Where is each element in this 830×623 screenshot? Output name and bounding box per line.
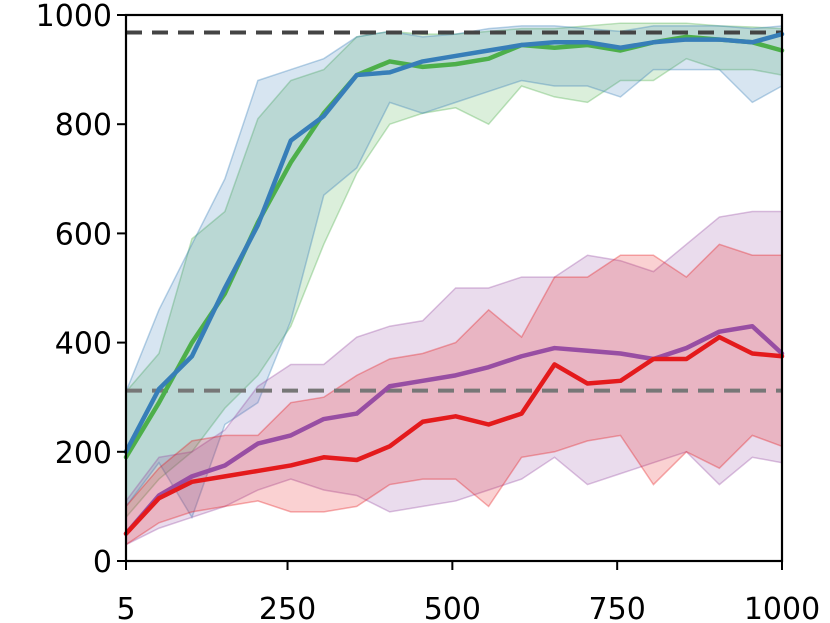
y-tick-label: 400	[55, 327, 112, 362]
y-axis-ticks: 0 200 400 600 800 1000	[36, 0, 126, 580]
y-tick-label: 800	[55, 108, 112, 143]
series-2-line	[123, 31, 785, 455]
x-tick-label: 750	[589, 592, 646, 623]
series-4-line	[123, 334, 785, 536]
y-tick-label: 1000	[36, 0, 112, 34]
x-tick-label: 5	[116, 592, 135, 623]
x-tick-label: 1000	[744, 592, 820, 623]
series-3-line	[123, 323, 785, 536]
plot-frame	[124, 13, 784, 563]
y-tick-label: 600	[55, 217, 112, 252]
y-tick-label: 0	[93, 545, 112, 580]
y-tick-label: 200	[55, 436, 112, 471]
x-axis-ticks: 5 250 500 750 1000	[116, 561, 820, 623]
x-tick-label: 500	[424, 592, 481, 623]
series-lines	[123, 31, 785, 536]
x-tick-label: 250	[259, 592, 316, 623]
reference-lines	[126, 30, 782, 393]
